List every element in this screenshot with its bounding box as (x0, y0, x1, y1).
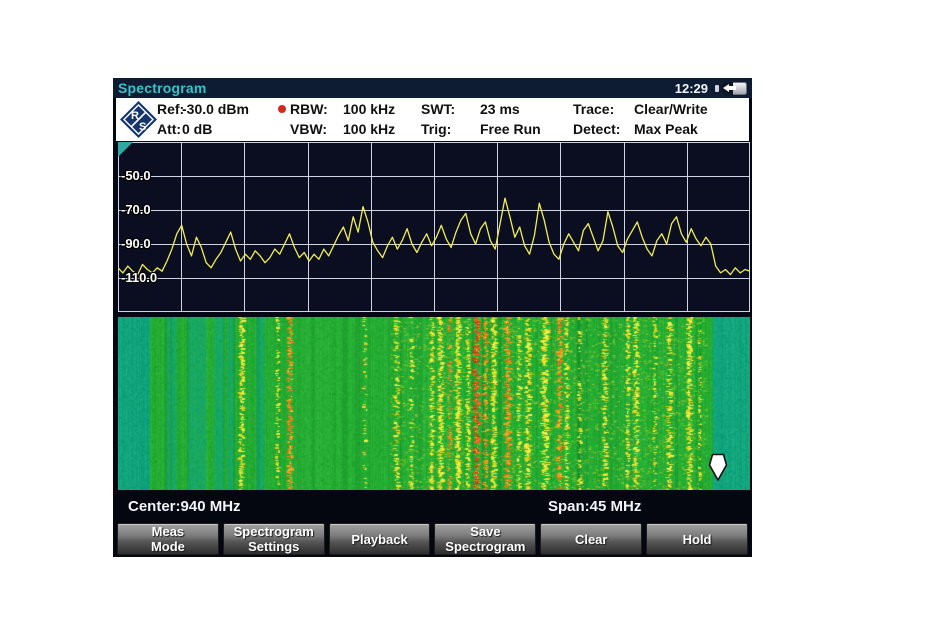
softkey-clear-button[interactable]: Clear (540, 523, 643, 555)
softkey-bar: Meas Mode Spectrogram Settings Playback Sa… (113, 522, 752, 557)
swt-label: SWT: (421, 101, 456, 117)
softkey-hold-button[interactable]: Hold (646, 523, 748, 555)
charging-arrow-icon (723, 84, 729, 92)
detect-value: Max Peak (634, 121, 698, 137)
vbw-label: VBW: (290, 121, 328, 137)
frequency-status-bar: Center:940 MHz Span:45 MHz (113, 492, 752, 522)
header-col-trace-detect: Trace: Clear/Write Detect: Max Peak (573, 99, 708, 139)
header-col-ref-att: Ref: -30.0 dBm Att: 0 dB (157, 99, 249, 139)
analyzer-screen: Spectrogram 12:29 R (113, 78, 752, 557)
vbw-value: 100 kHz (343, 121, 396, 137)
ref-label: Ref: (157, 101, 185, 117)
softkey-playback-button[interactable]: Playback (328, 523, 431, 555)
swt-value: 23 ms (480, 101, 520, 117)
header-col-swt-trig: SWT: 23 ms Trig: Free Run (421, 99, 541, 139)
coupled-setting-indicator-dot (278, 105, 286, 113)
detect-label: Detect: (573, 121, 621, 137)
y-axis-label: -110.0 (121, 270, 158, 285)
softkey-meas-mode-button[interactable]: Meas Mode (117, 523, 219, 555)
measurement-header: R S Ref: -30.0 dBm Att: 0 dB RBW: 100 kHz V… (116, 98, 749, 141)
y-axis-label: -50.0 (121, 168, 151, 183)
battery-terminal (715, 84, 719, 92)
header-col-rbw-vbw: RBW: 100 kHz VBW: 100 kHz (278, 99, 396, 139)
mode-title: Spectrogram (118, 80, 207, 96)
svg-text:S: S (139, 121, 146, 133)
spectrum-grid-and-trace (118, 142, 750, 312)
rbw-value: 100 kHz (343, 101, 396, 117)
att-value: 0 dB (182, 121, 213, 137)
softkey-spectrogram-settings-button[interactable]: Spectrogram Settings (222, 523, 325, 555)
title-bar: Spectrogram 12:29 (113, 78, 752, 98)
svg-text:R: R (131, 110, 139, 122)
span-readout: Span:45 MHz (548, 498, 642, 515)
ref-value: -30.0 dBm (182, 101, 249, 117)
y-axis-label: -90.0 (121, 236, 151, 251)
trace-value: Clear/Write (634, 101, 708, 117)
rs-logo: R S (118, 99, 159, 140)
spectrogram-time-marker[interactable] (708, 453, 728, 482)
spectrogram-waterfall (118, 317, 750, 490)
battery-charging-icon (715, 81, 747, 95)
rbw-label: RBW: (290, 101, 328, 117)
y-axis-label: -70.0 (121, 202, 151, 217)
trig-value: Free Run (480, 121, 541, 137)
trig-label: Trig: (421, 121, 452, 137)
softkey-save-spectrogram-button[interactable]: Save Spectrogram (434, 523, 537, 555)
trace-label: Trace: (573, 101, 615, 117)
spectrum-plot: -50.0 -70.0 -90.0 -110.0 (118, 142, 750, 312)
clock: 12:29 (674, 80, 708, 96)
spectrogram-canvas (118, 317, 750, 490)
center-frequency-readout: Center:940 MHz (128, 498, 241, 515)
display-area: -50.0 -70.0 -90.0 -110.0 (113, 141, 752, 492)
titlebar-right: 12:29 (675, 81, 747, 96)
att-label: Att: (157, 121, 182, 137)
